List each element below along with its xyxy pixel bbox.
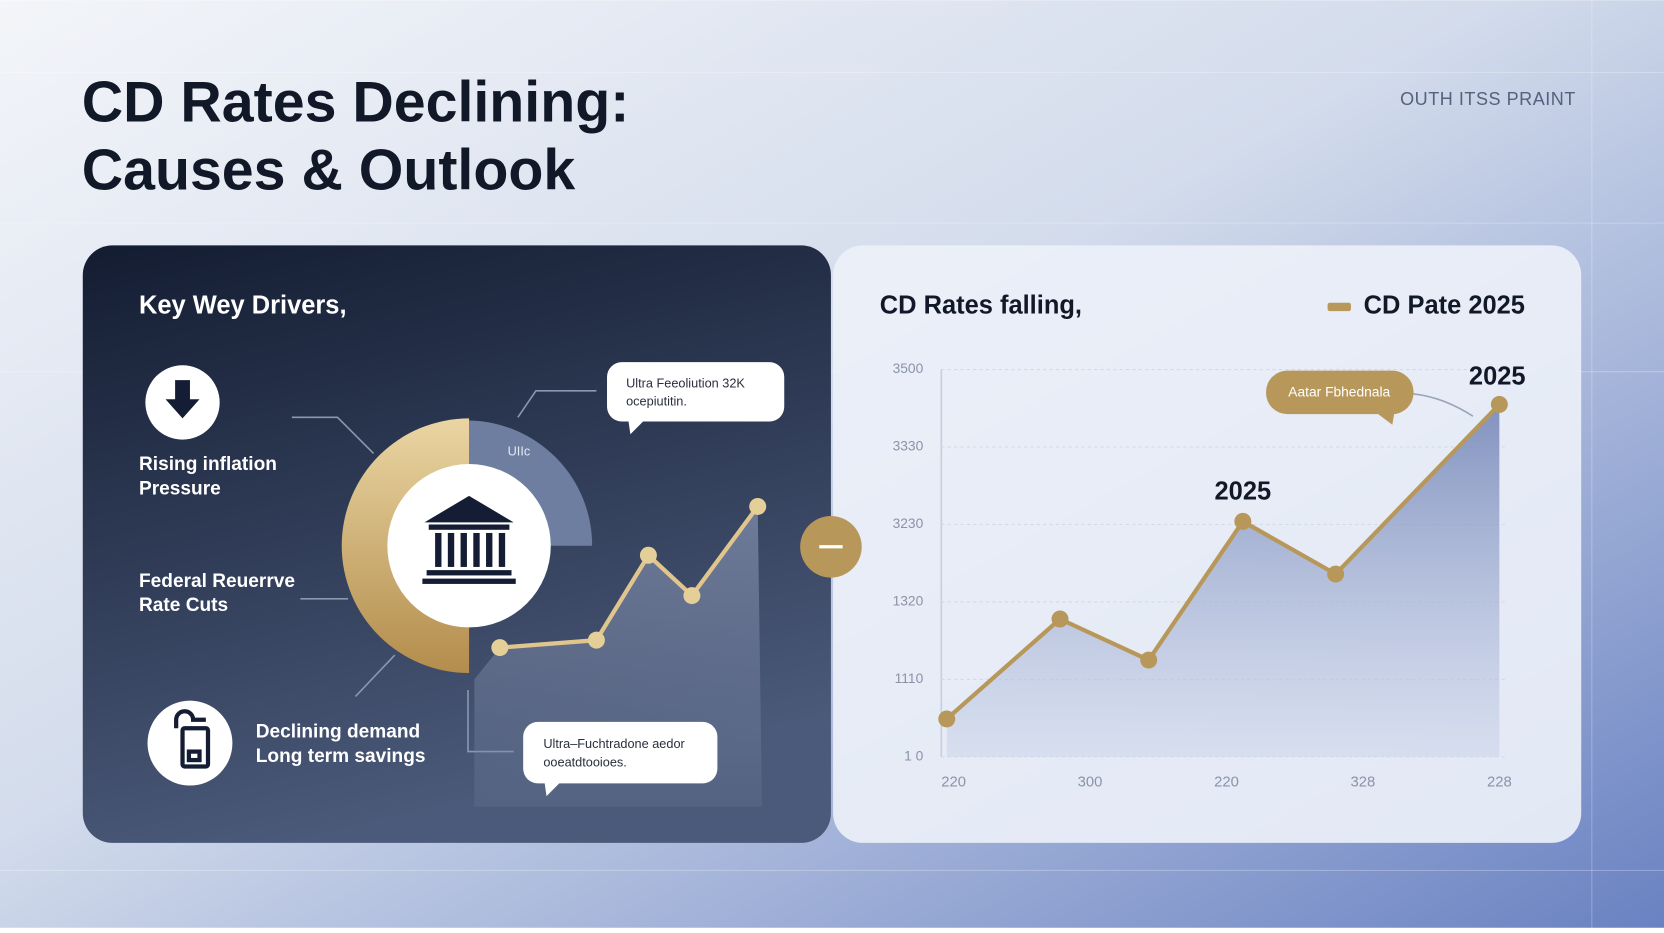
callout-line: ocepiutitin.	[626, 394, 687, 409]
y-tick-label: 1320	[893, 594, 924, 609]
callout-line: ooeatdtooioes.	[543, 755, 626, 770]
icon-circle	[147, 700, 233, 786]
data-point	[938, 710, 956, 728]
page-title: CD Rates Declining:	[82, 71, 630, 135]
data-point	[1327, 565, 1345, 583]
annotation: 2025	[1469, 363, 1526, 391]
svg-text:Ultra Feeoliution 32K oc: Ultra Feeoliution 32K ocepiutitin.	[626, 376, 748, 409]
legend-swatch	[1327, 302, 1351, 312]
driver-text: Declining demand Long term savings	[256, 722, 426, 767]
legend-label: CD Pate 2025	[1364, 292, 1525, 320]
callout: Ultra Feeoliution 32K ocepiutitin.	[607, 362, 785, 435]
y-tick-label: 3330	[893, 439, 924, 454]
annotation-leader	[1413, 393, 1474, 417]
annotation-bubble-tail	[1375, 412, 1395, 425]
data-point	[1051, 610, 1069, 628]
series-area	[946, 404, 1500, 757]
header-tag: OUTH ITSS PRAINT	[1400, 89, 1576, 109]
panel-title: Key Wey Drivers,	[139, 292, 347, 320]
driver-line: Pressure	[139, 479, 221, 500]
mini-points	[491, 497, 767, 657]
driver-line: Rate Cuts	[139, 595, 228, 616]
donut-label: UIIc	[508, 444, 531, 459]
y-tick-label: 3500	[893, 361, 924, 376]
callout-line: Ultra–Fuchtradone aedor	[543, 737, 685, 752]
savings-icon	[174, 709, 211, 769]
y-tick-label: 3230	[893, 516, 924, 531]
driver-line: Long term savings	[256, 746, 426, 767]
series-line	[945, 402, 1501, 721]
down-arrow-icon	[165, 380, 200, 419]
data-point	[1140, 651, 1158, 669]
x-tick-label: 300	[1078, 774, 1103, 790]
y-tick-label: 1110	[895, 671, 924, 686]
driver-text: Federal Reuerrve Rate Cuts	[139, 571, 300, 616]
bank-icon	[422, 495, 516, 584]
driver-line: Federal Reuerrve	[139, 571, 295, 592]
y-tick-label: 1 0	[904, 749, 923, 764]
chart-title: CD Rates falling,	[880, 292, 1082, 320]
x-tick-label: 228	[1487, 774, 1512, 790]
annotation-bubble	[1266, 370, 1414, 415]
callout-line: Ultra Feeoliution 32K	[626, 376, 745, 391]
x-tick-label: 220	[941, 774, 966, 790]
driver-text: Rising inflation Pressure	[139, 454, 282, 499]
svg-text:Ultra–Fuchtradone aedor: Ultra–Fuchtradone aedor ooeatdtooioes.	[543, 737, 688, 770]
x-tick-label: 328	[1351, 774, 1376, 790]
chart: 1 0 1110 1320 3230 3330 3500 220 300 220 328 228 CD…	[893, 292, 1526, 791]
callout: Ultra–Fuchtradone aedor ooeatdtooioes.	[523, 721, 718, 797]
annotation: Aatar Fbhednala	[1288, 385, 1390, 400]
page-title: Causes & Outlook	[82, 138, 576, 202]
annotation: 2025	[1215, 477, 1272, 505]
driver-line: Rising inflation	[139, 454, 277, 475]
donut-center	[387, 464, 551, 628]
driver-line: Declining demand	[256, 722, 420, 743]
data-point	[1490, 395, 1508, 413]
data-point	[1234, 512, 1252, 530]
x-tick-label: 220	[1214, 774, 1239, 790]
